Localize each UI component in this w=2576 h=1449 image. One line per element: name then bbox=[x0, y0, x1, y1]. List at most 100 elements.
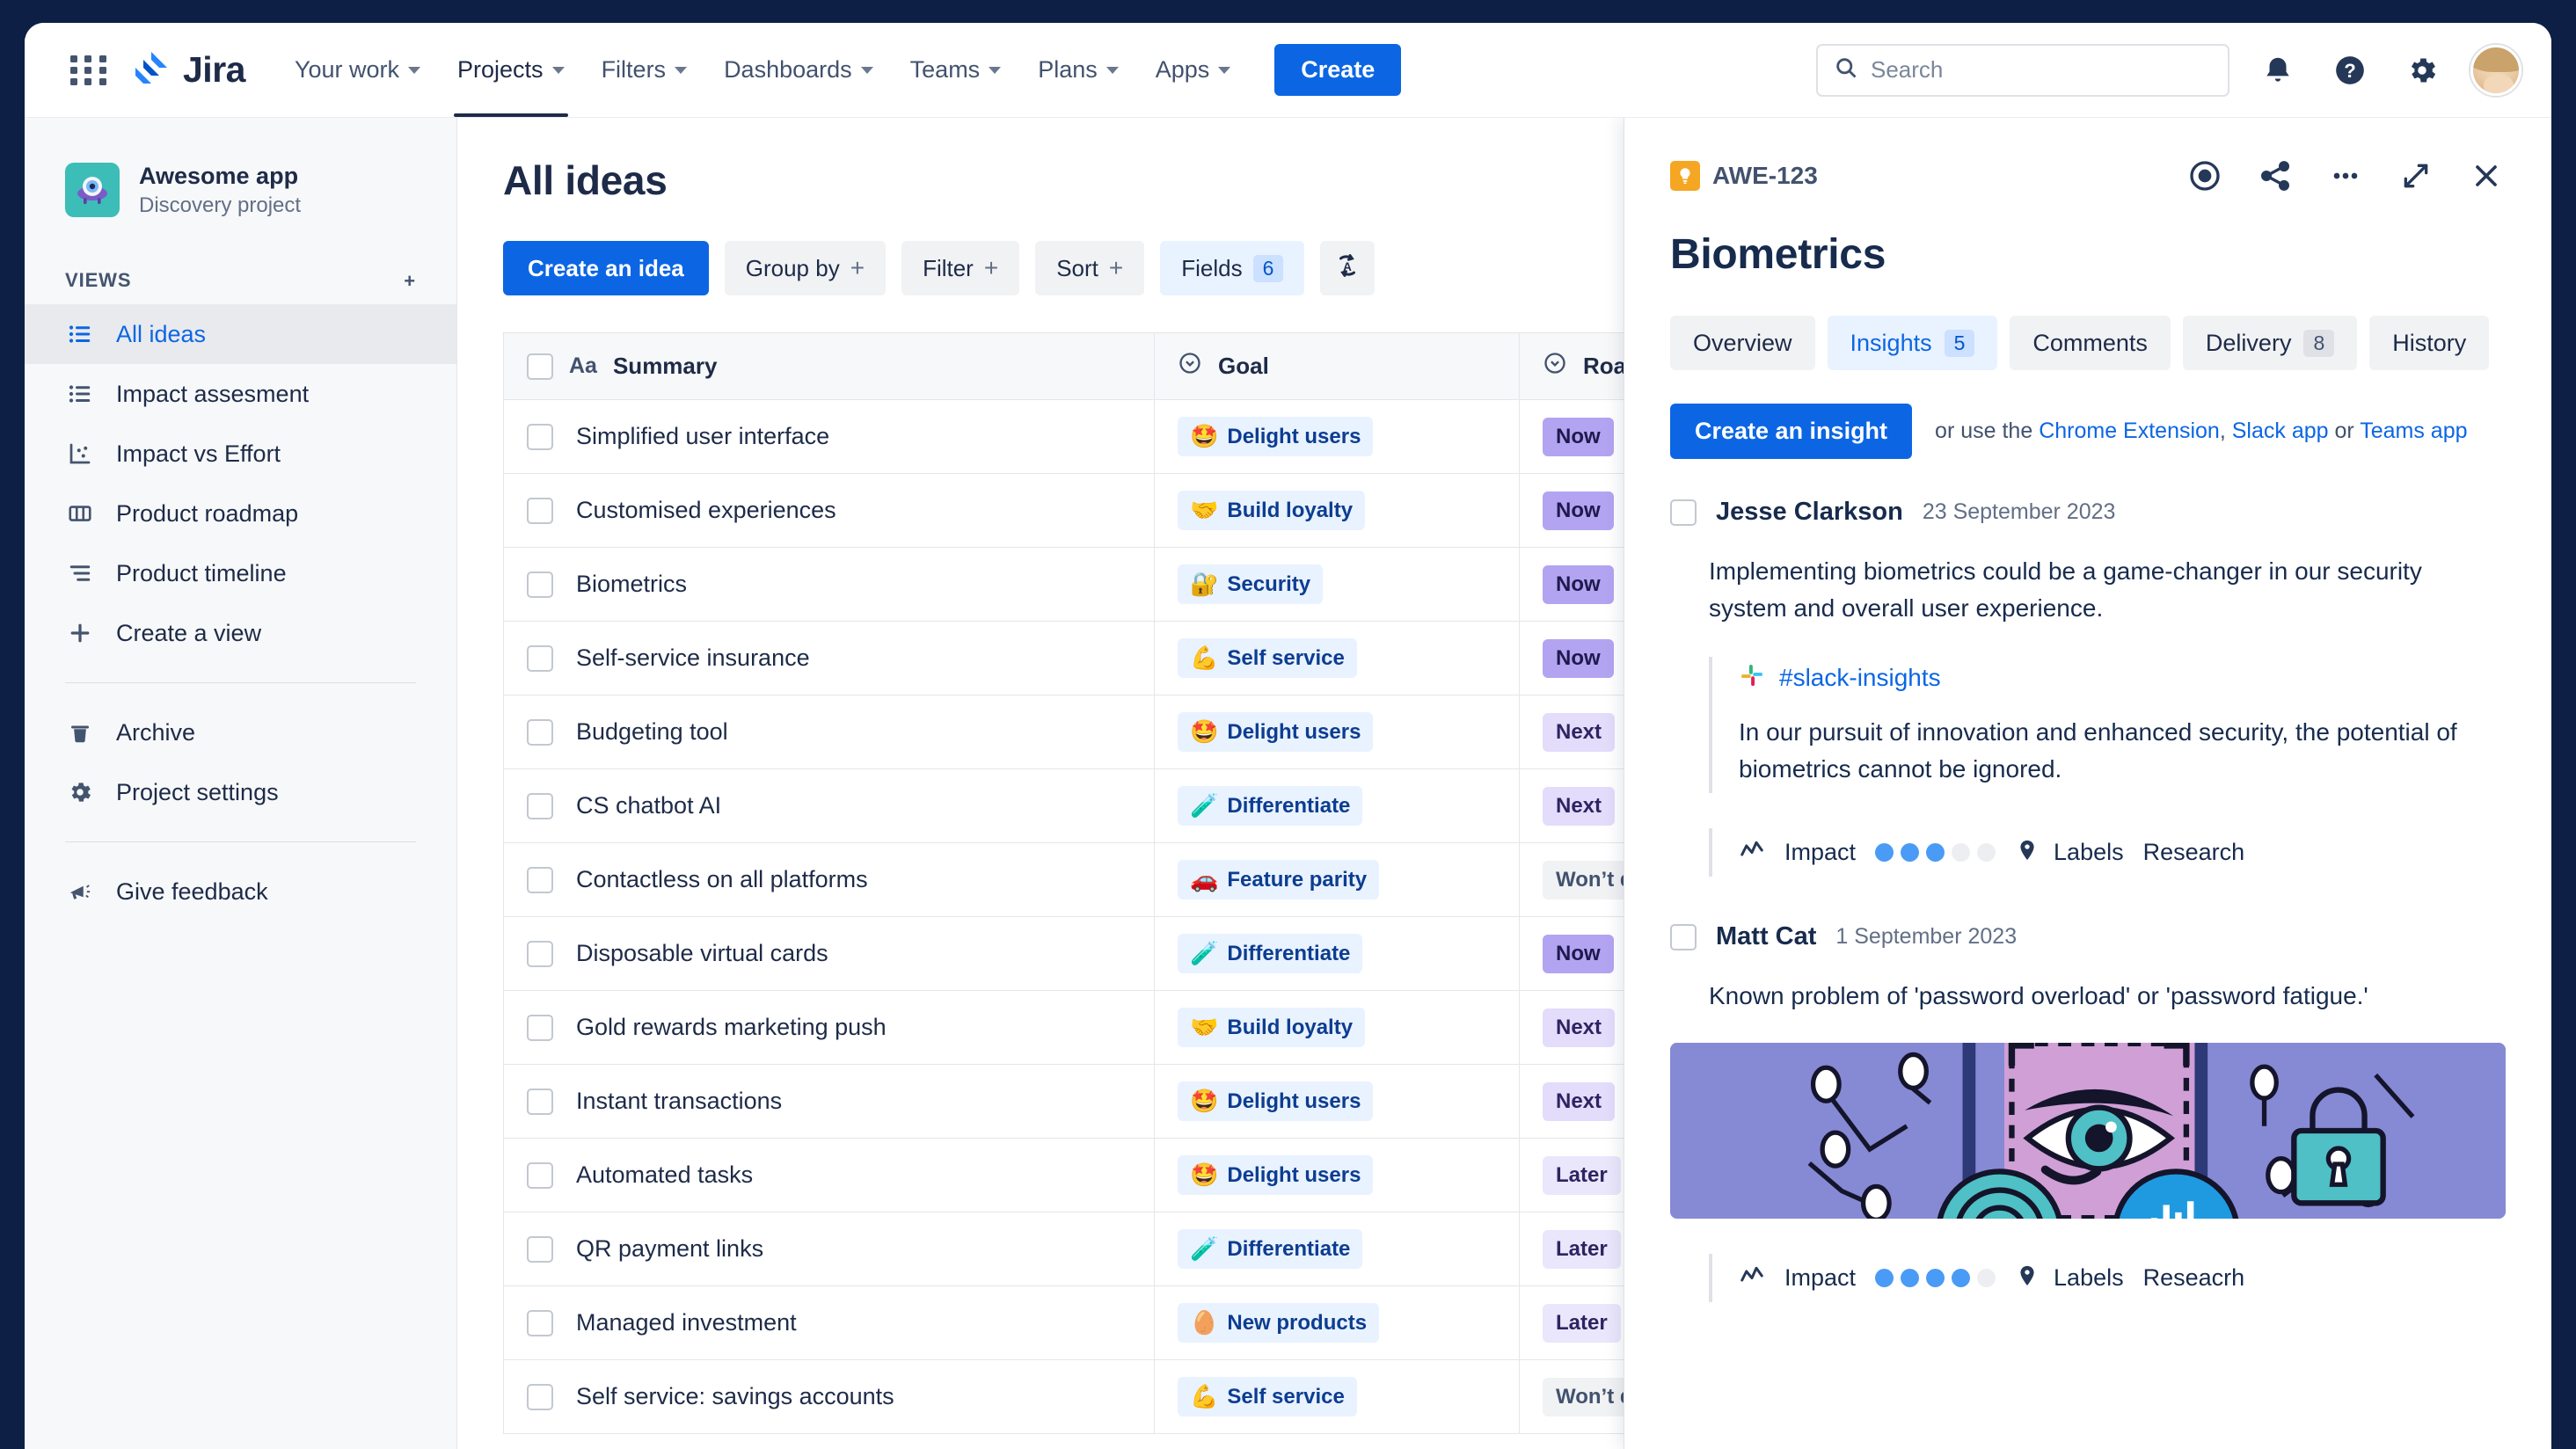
cell-goal[interactable]: 🤩 Delight users bbox=[1154, 1138, 1520, 1212]
slack-app-link[interactable]: Slack app bbox=[2231, 419, 2329, 443]
row-checkbox[interactable] bbox=[527, 497, 553, 524]
nav-plans[interactable]: Plans bbox=[1022, 23, 1135, 117]
row-checkbox[interactable] bbox=[527, 1161, 553, 1189]
labels-value[interactable]: Reseacrh bbox=[2142, 1264, 2245, 1291]
nav-apps[interactable]: Apps bbox=[1140, 23, 1247, 117]
chrome-extension-link[interactable]: Chrome Extension bbox=[2039, 419, 2220, 443]
impact-rating[interactable] bbox=[1875, 1269, 1996, 1287]
impact-rating[interactable] bbox=[1875, 843, 1996, 862]
cell-goal[interactable]: 🥚 New products bbox=[1154, 1285, 1520, 1360]
tab-history[interactable]: History bbox=[2369, 316, 2490, 370]
help-icon[interactable]: ? bbox=[2326, 47, 2374, 94]
project-header[interactable]: Awesome app Discovery project bbox=[25, 144, 456, 227]
group-by-button[interactable]: Group by + bbox=[724, 241, 887, 295]
cell-summary[interactable]: Instant transactions bbox=[503, 1064, 1155, 1139]
cell-goal[interactable]: 🤩 Delight users bbox=[1154, 695, 1520, 769]
row-checkbox[interactable] bbox=[527, 792, 553, 819]
tab-delivery[interactable]: Delivery 8 bbox=[2182, 316, 2358, 370]
cell-summary[interactable]: Automated tasks bbox=[503, 1138, 1155, 1212]
row-checkbox[interactable] bbox=[527, 571, 553, 598]
cell-summary[interactable]: Biometrics bbox=[503, 547, 1155, 622]
settings-gear-icon[interactable] bbox=[2398, 47, 2446, 94]
sidebar-item-impact-vs-effort[interactable]: Impact vs Effort bbox=[25, 424, 456, 484]
table-row[interactable]: Instant transactions 🤩 Delight users Next bbox=[503, 1064, 1726, 1139]
cell-goal[interactable]: 🚗 Feature parity bbox=[1154, 842, 1520, 917]
create-an-insight-button[interactable]: Create an insight bbox=[1670, 404, 1913, 459]
cell-summary[interactable]: Simplified user interface bbox=[503, 399, 1155, 474]
cell-summary[interactable]: Customised experiences bbox=[503, 473, 1155, 548]
expand-fullscreen-icon[interactable] bbox=[2397, 157, 2435, 195]
row-checkbox[interactable] bbox=[527, 866, 553, 893]
nav-dashboards[interactable]: Dashboards bbox=[708, 23, 889, 117]
column-header-goal[interactable]: Goal bbox=[1154, 332, 1520, 400]
labels-value[interactable]: Research bbox=[2142, 839, 2245, 865]
teams-app-link[interactable]: Teams app bbox=[2360, 419, 2468, 443]
cell-goal[interactable]: 💪 Self service bbox=[1154, 1359, 1520, 1434]
table-row[interactable]: Budgeting tool 🤩 Delight users Next bbox=[503, 695, 1726, 769]
share-icon[interactable] bbox=[2256, 157, 2295, 195]
insight-checkbox[interactable] bbox=[1670, 923, 1697, 950]
labels-group[interactable]: Labels bbox=[2015, 1263, 2124, 1292]
cell-summary[interactable]: Self-service insurance bbox=[503, 621, 1155, 695]
table-row[interactable]: Disposable virtual cards 🧪 Differentiate No… bbox=[503, 916, 1726, 991]
table-row[interactable]: Managed investment 🥚 New products Later bbox=[503, 1285, 1726, 1360]
cell-goal[interactable]: 🧪 Differentiate bbox=[1154, 916, 1520, 991]
nav-filters[interactable]: Filters bbox=[586, 23, 704, 117]
cell-summary[interactable]: Contactless on all platforms bbox=[503, 842, 1155, 917]
table-row[interactable]: Gold rewards marketing push 🤝 Build loyalt… bbox=[503, 990, 1726, 1065]
insight-quote-channel[interactable]: #slack-insights bbox=[1779, 663, 1941, 691]
insight-checkbox[interactable] bbox=[1670, 499, 1697, 526]
row-checkbox[interactable] bbox=[527, 644, 553, 672]
table-row[interactable]: Automated tasks 🤩 Delight users Later bbox=[503, 1138, 1726, 1212]
tab-overview[interactable]: Overview bbox=[1670, 316, 1815, 370]
jira-logo[interactable]: Jira bbox=[132, 49, 245, 91]
select-all-checkbox[interactable] bbox=[527, 353, 553, 380]
table-row[interactable]: Customised experiences 🤝 Build loyalty Now bbox=[503, 473, 1726, 548]
user-avatar[interactable] bbox=[2470, 44, 2521, 96]
sort-button[interactable]: Sort + bbox=[1035, 241, 1145, 295]
sidebar-item-impact-assesment[interactable]: Impact assesment bbox=[25, 364, 456, 424]
watch-eye-icon[interactable] bbox=[2186, 157, 2224, 195]
sidebar-item-product-timeline[interactable]: Product timeline bbox=[25, 543, 456, 603]
cell-goal[interactable]: 💪 Self service bbox=[1154, 621, 1520, 695]
insight-quote-source[interactable]: #slack-insights bbox=[1739, 662, 2506, 693]
close-icon[interactable] bbox=[2467, 157, 2506, 195]
fields-button[interactable]: Fields 6 bbox=[1160, 241, 1305, 295]
add-view-icon[interactable]: + bbox=[404, 269, 416, 292]
table-row[interactable]: Biometrics 🔐 Security Now bbox=[503, 547, 1726, 622]
table-row[interactable]: QR payment links 🧪 Differentiate Later bbox=[503, 1212, 1726, 1286]
nav-projects[interactable]: Projects bbox=[441, 23, 580, 117]
table-row[interactable]: Self service: savings accounts 💪 Self serv… bbox=[503, 1359, 1726, 1434]
sidebar-item-product-roadmap[interactable]: Product roadmap bbox=[25, 484, 456, 543]
auto-format-button[interactable]: A bbox=[1320, 241, 1376, 295]
sidebar-item-project-settings[interactable]: Project settings bbox=[25, 762, 456, 822]
cell-summary[interactable]: QR payment links bbox=[503, 1212, 1155, 1286]
row-checkbox[interactable] bbox=[527, 1235, 553, 1263]
labels-group[interactable]: Labels bbox=[2015, 838, 2124, 867]
table-row[interactable]: Contactless on all platforms 🚗 Feature par… bbox=[503, 842, 1726, 917]
nav-your-work[interactable]: Your work bbox=[279, 23, 436, 117]
filter-button[interactable]: Filter + bbox=[901, 241, 1020, 295]
cell-goal[interactable]: 🔐 Security bbox=[1154, 547, 1520, 622]
tab-comments[interactable]: Comments bbox=[2010, 316, 2171, 370]
cell-summary[interactable]: Gold rewards marketing push bbox=[503, 990, 1155, 1065]
row-checkbox[interactable] bbox=[527, 718, 553, 746]
row-checkbox[interactable] bbox=[527, 1088, 553, 1115]
row-checkbox[interactable] bbox=[527, 423, 553, 450]
notifications-bell-icon[interactable] bbox=[2254, 47, 2302, 94]
row-checkbox[interactable] bbox=[527, 1309, 553, 1336]
cell-goal[interactable]: 🤩 Delight users bbox=[1154, 1064, 1520, 1139]
cell-summary[interactable]: CS chatbot AI bbox=[503, 768, 1155, 843]
table-row[interactable]: CS chatbot AI 🧪 Differentiate Next bbox=[503, 768, 1726, 843]
row-checkbox[interactable] bbox=[527, 1383, 553, 1410]
search-input[interactable]: Search bbox=[1816, 43, 2229, 97]
create-button[interactable]: Create bbox=[1274, 44, 1402, 96]
cell-goal[interactable]: 🤝 Build loyalty bbox=[1154, 473, 1520, 548]
cell-goal[interactable]: 🧪 Differentiate bbox=[1154, 768, 1520, 843]
sidebar-item-all-ideas[interactable]: All ideas bbox=[25, 304, 456, 365]
sidebar-item-create-a-view[interactable]: Create a view bbox=[25, 603, 456, 663]
cell-goal[interactable]: 🤩 Delight users bbox=[1154, 399, 1520, 474]
create-an-idea-button[interactable]: Create an idea bbox=[503, 241, 709, 295]
row-checkbox[interactable] bbox=[527, 940, 553, 967]
table-row[interactable]: Simplified user interface 🤩 Delight users N… bbox=[503, 399, 1726, 474]
